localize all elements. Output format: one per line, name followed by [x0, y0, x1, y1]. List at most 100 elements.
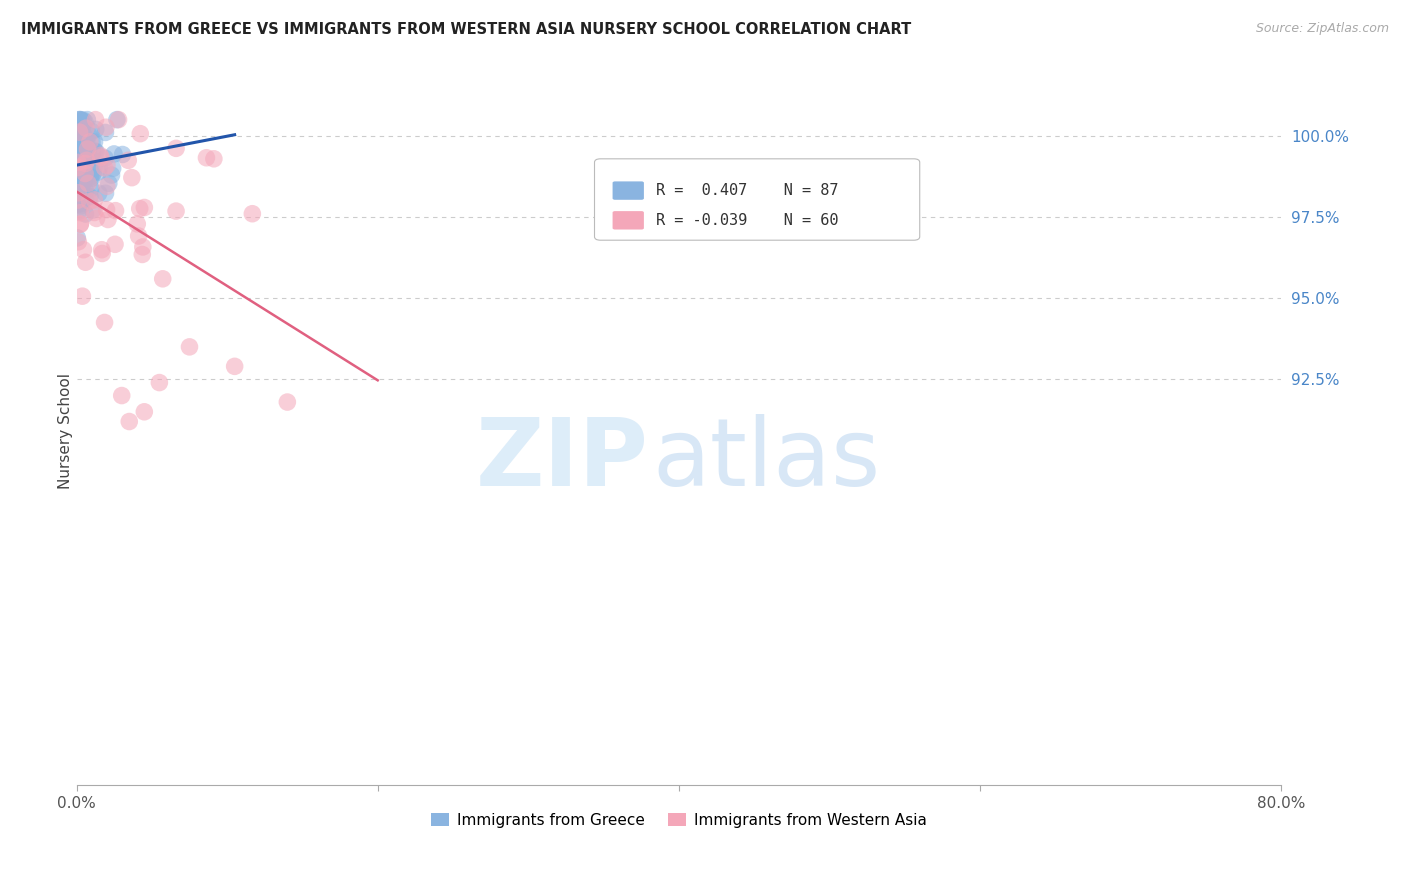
Point: [97, 176, 120, 190]
Point: [129, 127, 152, 141]
Point: [83, 205, 105, 219]
Point: [70, 169, 93, 183]
Point: [105, 112, 128, 127]
Point: [83, 144, 105, 158]
Point: [72, 289, 94, 303]
Point: [79, 171, 101, 186]
Point: [67, 112, 90, 127]
Point: [84, 122, 107, 136]
FancyBboxPatch shape: [613, 211, 644, 229]
Point: [79, 169, 101, 184]
Point: [128, 202, 150, 216]
Point: [75, 121, 97, 136]
Point: [131, 247, 153, 261]
Point: [69, 181, 91, 195]
Point: [87, 186, 110, 201]
Point: [66, 152, 89, 166]
Point: [165, 141, 187, 155]
Point: [66, 164, 89, 178]
Point: [76, 153, 98, 168]
Point: [75, 184, 97, 198]
Point: [76, 112, 98, 127]
Point: [101, 161, 124, 176]
Point: [83, 135, 105, 149]
Point: [73, 143, 96, 157]
Point: [66, 168, 89, 182]
Point: [75, 207, 97, 221]
Point: [72, 113, 94, 128]
Point: [80, 124, 103, 138]
Point: [69, 217, 91, 231]
Point: [94, 125, 117, 139]
Point: [80, 171, 103, 186]
Point: [69, 112, 91, 127]
Point: [89, 161, 111, 175]
Point: [69, 112, 91, 127]
Point: [75, 167, 97, 181]
Point: [148, 376, 170, 390]
Point: [72, 126, 94, 140]
Text: atlas: atlas: [652, 414, 880, 506]
Point: [67, 136, 90, 151]
Text: R = -0.039    N = 60: R = -0.039 N = 60: [657, 213, 838, 227]
Text: Source: ZipAtlas.com: Source: ZipAtlas.com: [1256, 22, 1389, 36]
Point: [82, 166, 104, 180]
Point: [69, 126, 91, 140]
Point: [67, 161, 90, 175]
Point: [75, 156, 97, 170]
Point: [104, 237, 127, 252]
Point: [94, 120, 117, 135]
Point: [70, 194, 93, 209]
Point: [73, 153, 96, 168]
Point: [103, 147, 125, 161]
Point: [72, 243, 94, 257]
Point: [76, 134, 98, 148]
Point: [73, 145, 96, 160]
Point: [67, 235, 90, 249]
Point: [79, 194, 101, 209]
Point: [82, 145, 104, 160]
Point: [202, 152, 225, 166]
Point: [111, 147, 134, 161]
Point: [70, 196, 93, 211]
Point: [79, 135, 101, 149]
Point: [179, 340, 201, 354]
Point: [72, 174, 94, 188]
Point: [73, 144, 96, 158]
Point: [70, 113, 93, 128]
Point: [134, 405, 156, 419]
Point: [127, 217, 149, 231]
Point: [73, 168, 96, 182]
Point: [89, 148, 111, 162]
Point: [111, 388, 134, 402]
Point: [67, 155, 90, 169]
Point: [72, 164, 94, 178]
Point: [240, 207, 263, 221]
Point: [86, 211, 108, 226]
Point: [69, 145, 91, 160]
Point: [73, 132, 96, 146]
Y-axis label: Nursery School: Nursery School: [58, 373, 73, 490]
Point: [67, 145, 90, 160]
Point: [66, 151, 89, 165]
Point: [67, 117, 90, 131]
Point: [75, 145, 97, 160]
Point: [67, 193, 90, 207]
Point: [66, 176, 89, 190]
Point: [70, 119, 93, 133]
Point: [73, 141, 96, 155]
Point: [69, 205, 91, 219]
Point: [107, 112, 129, 127]
Point: [75, 137, 97, 152]
Point: [67, 204, 90, 219]
Point: [79, 190, 101, 204]
Point: [75, 255, 97, 269]
Point: [69, 125, 91, 139]
Point: [132, 240, 155, 254]
Legend: Immigrants from Greece, Immigrants from Western Asia: Immigrants from Greece, Immigrants from …: [425, 807, 932, 834]
Point: [82, 202, 104, 217]
Point: [77, 128, 100, 142]
Point: [96, 202, 118, 217]
Point: [84, 112, 107, 127]
Point: [73, 172, 96, 186]
